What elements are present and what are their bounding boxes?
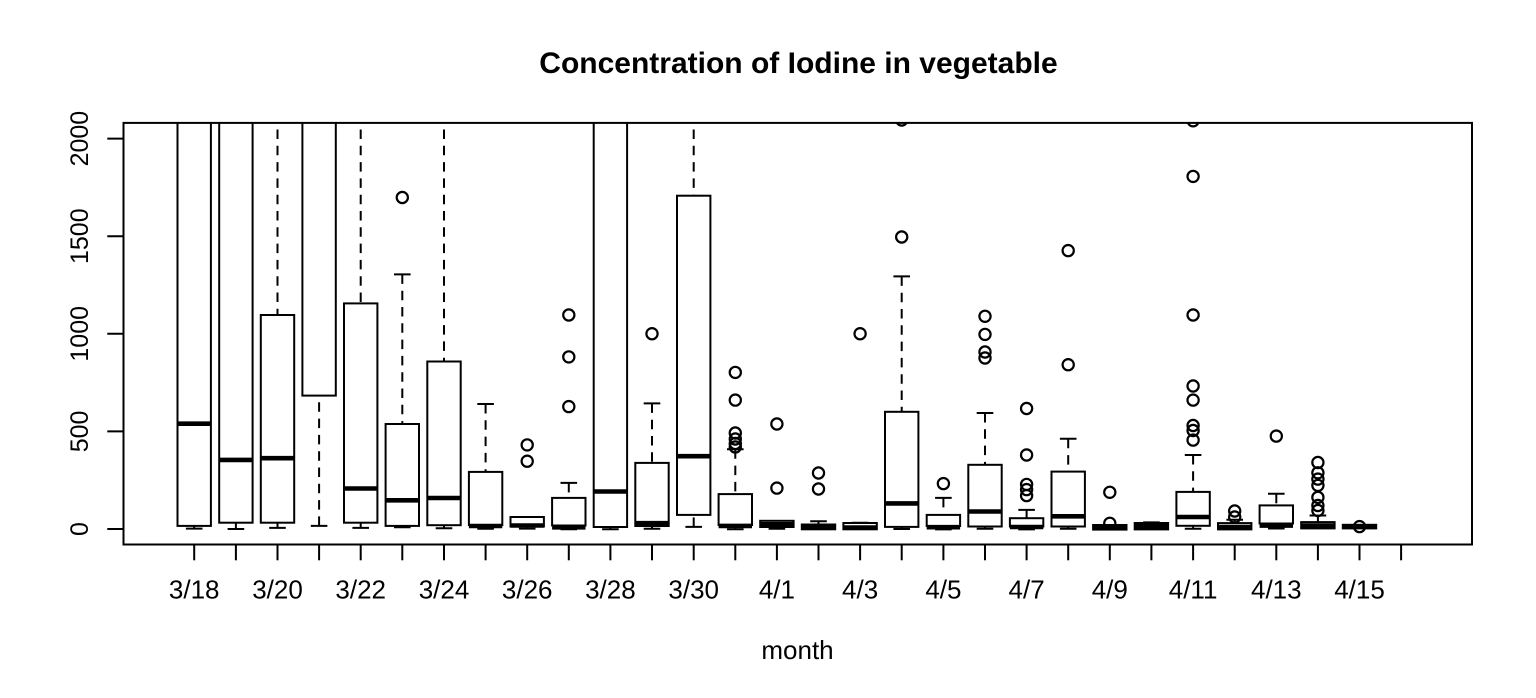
svg-text:Concentration of Iodine in veg: Concentration of Iodine in vegetable [539, 47, 1057, 80]
svg-text:3/26: 3/26 [502, 575, 553, 605]
svg-text:3/20: 3/20 [252, 575, 303, 605]
svg-text:3/24: 3/24 [419, 575, 470, 605]
svg-text:4/11: 4/11 [1169, 575, 1218, 605]
svg-text:3/22: 3/22 [335, 575, 386, 605]
svg-text:4/9: 4/9 [1092, 575, 1128, 605]
svg-text:4/1: 4/1 [759, 575, 795, 605]
svg-text:3/28: 3/28 [585, 575, 636, 605]
svg-text:1000: 1000 [66, 306, 94, 362]
svg-text:4/3: 4/3 [842, 575, 878, 605]
svg-text:4/5: 4/5 [925, 575, 961, 605]
svg-text:3/18: 3/18 [169, 575, 220, 605]
svg-text:4/15: 4/15 [1334, 575, 1385, 605]
svg-text:500: 500 [66, 411, 94, 453]
svg-text:1500: 1500 [66, 208, 94, 264]
svg-text:0: 0 [66, 522, 94, 536]
svg-text:month: month [761, 635, 833, 665]
svg-text:4/13: 4/13 [1251, 575, 1302, 605]
svg-text:2000: 2000 [66, 111, 94, 167]
svg-text:4/7: 4/7 [1009, 575, 1045, 605]
svg-text:3/30: 3/30 [668, 575, 719, 605]
